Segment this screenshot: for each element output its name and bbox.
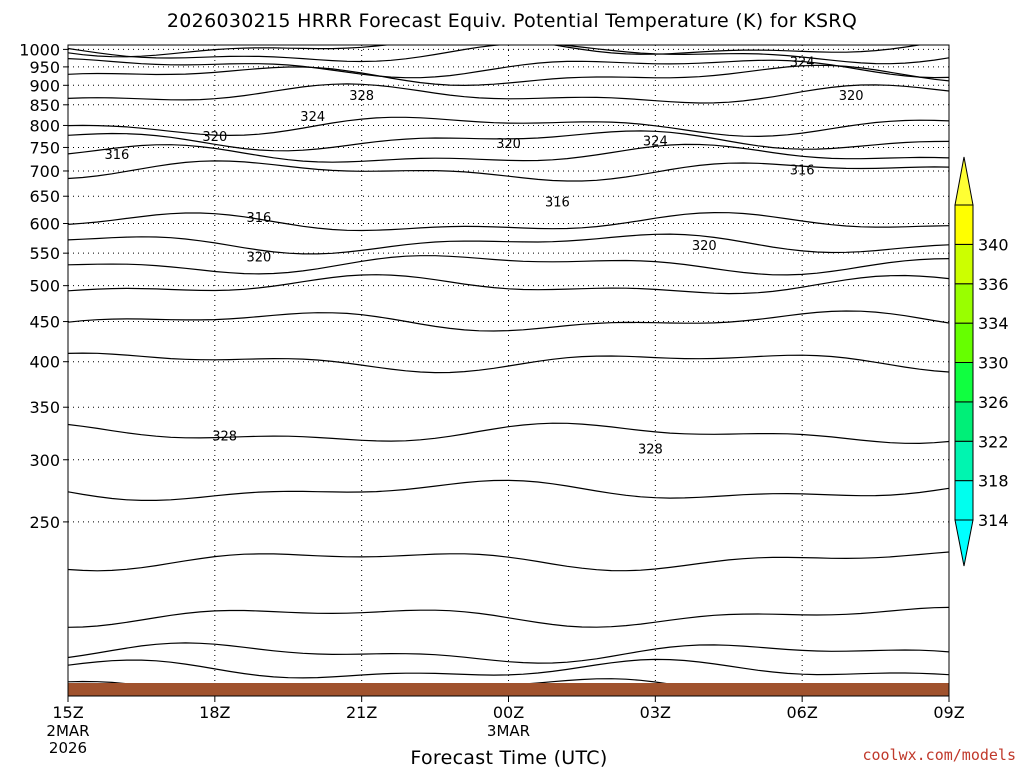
- x-tick-label: 00Z: [493, 703, 524, 722]
- colorbar-label: 340: [978, 235, 1009, 254]
- contour-line: [68, 45, 949, 65]
- y-tick-label: 900: [29, 76, 60, 95]
- contour-label: 320: [496, 137, 521, 152]
- colorbar-segment: [954, 480, 974, 521]
- colorbar-segment: [954, 401, 974, 442]
- x-tick-label: 09Z: [933, 703, 964, 722]
- contour-labels: 328 328 320 320 316 316 316 316 320 320 324 324 328 3…: [105, 56, 864, 458]
- x-tick-sublabel: 3MAR: [487, 722, 530, 740]
- colorbar-segment: [954, 322, 974, 363]
- colorbar-label: 326: [978, 393, 1009, 412]
- y-tick-label: 600: [29, 215, 60, 234]
- contour-label: 324: [300, 110, 325, 125]
- contour-label: 328: [212, 430, 237, 445]
- y-tick-label: 250: [29, 513, 60, 532]
- colorbar-label: 318: [978, 472, 1009, 491]
- colorbar-label: 334: [978, 314, 1009, 333]
- y-tick-label: 550: [29, 244, 60, 263]
- colorbar-segment: [954, 362, 974, 403]
- y-tick-label: 750: [29, 138, 60, 157]
- contour-line: [68, 130, 949, 152]
- contour-label: 316: [246, 211, 271, 226]
- contour-label: 328: [638, 443, 663, 458]
- x-tick-label: 18Z: [199, 703, 230, 722]
- y-axis: 2503003504004505005506006507007508008509…: [19, 40, 68, 532]
- x-tick-sublabel: 2MAR: [46, 722, 89, 740]
- contour-label: 320: [202, 130, 227, 145]
- contour-line: [68, 422, 949, 445]
- contour-label: 324: [790, 56, 815, 71]
- contour-label: 316: [545, 196, 570, 211]
- y-tick-label: 400: [29, 353, 60, 372]
- y-tick-label: 450: [29, 313, 60, 332]
- contour-line: [68, 551, 949, 572]
- y-tick-label: 650: [29, 187, 60, 206]
- y-tick-label: 850: [29, 96, 60, 115]
- x-tick-label: 21Z: [346, 703, 377, 722]
- x-tick-label: 06Z: [787, 703, 818, 722]
- colorbar-label: 330: [978, 354, 1009, 373]
- colorbar-segment: [954, 440, 974, 482]
- contour-label: 320: [839, 89, 864, 104]
- colorbar-label: 322: [978, 432, 1009, 451]
- contour-label: 320: [246, 250, 271, 265]
- x-tick-sublabel-year: 2026: [49, 739, 87, 757]
- colorbar-label: 336: [978, 275, 1009, 294]
- colorbar-label: 314: [978, 511, 1009, 530]
- contour-line: [68, 83, 949, 104]
- contour-label: 328: [349, 89, 374, 104]
- colorbar-segment: [954, 283, 974, 324]
- contour-label: 324: [643, 135, 668, 150]
- x-tick-label: 15Z: [52, 703, 83, 722]
- y-tick-label: 1000: [19, 40, 60, 59]
- y-tick-label: 300: [29, 451, 60, 470]
- y-tick-label: 350: [29, 398, 60, 417]
- chart-title: 2026030215 HRRR Forecast Equiv. Potentia…: [167, 10, 857, 32]
- colorbar-segment: [954, 204, 974, 245]
- plot-area: [68, 45, 949, 696]
- y-tick-label: 800: [29, 116, 60, 135]
- y-tick-label: 500: [29, 277, 60, 296]
- x-tick-label: 03Z: [640, 703, 671, 722]
- ground-strip: [68, 683, 949, 696]
- x-axis-label: Forecast Time (UTC): [410, 747, 607, 768]
- contour-line: [68, 45, 923, 58]
- colorbar-segment: [954, 243, 974, 285]
- credit-text: coolwx.com/models: [862, 746, 1016, 764]
- y-tick-label: 950: [29, 58, 60, 77]
- contour-label: 320: [692, 239, 717, 254]
- colorbar: 314 318 322 326 330 334 336 340: [954, 156, 1009, 567]
- contour-label: 316: [790, 164, 815, 179]
- y-tick-label: 700: [29, 162, 60, 181]
- grid-lines: [68, 45, 949, 696]
- contour-line: [68, 658, 949, 679]
- colorbar-under-triangle: [954, 519, 974, 567]
- contour-label: 316: [105, 148, 130, 163]
